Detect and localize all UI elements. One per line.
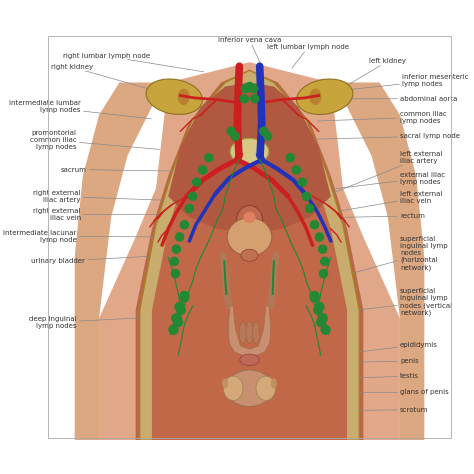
Ellipse shape	[252, 321, 260, 344]
Circle shape	[310, 292, 319, 301]
Polygon shape	[99, 62, 400, 440]
Polygon shape	[140, 70, 359, 440]
Text: urinary bladder: urinary bladder	[31, 254, 200, 264]
Circle shape	[170, 257, 178, 265]
Text: epididymis: epididymis	[301, 342, 438, 359]
Circle shape	[172, 245, 181, 253]
Circle shape	[315, 302, 324, 311]
Ellipse shape	[241, 249, 258, 261]
Polygon shape	[228, 306, 271, 356]
Text: sacrum: sacrum	[61, 166, 230, 173]
Text: superficial
inguinal lymp
nodes (vertical
network): superficial inguinal lymp nodes (vertica…	[323, 288, 452, 316]
Circle shape	[175, 302, 184, 311]
Circle shape	[319, 270, 328, 278]
Circle shape	[240, 95, 248, 103]
Text: superficial
inguinal lymp
nodes
(horizontal
network): superficial inguinal lymp nodes (horizon…	[325, 236, 447, 281]
Ellipse shape	[146, 79, 202, 114]
Ellipse shape	[271, 378, 277, 389]
Text: left external
iliac artery: left external iliac artery	[317, 151, 442, 200]
Ellipse shape	[309, 89, 321, 105]
Circle shape	[249, 84, 258, 92]
Circle shape	[199, 166, 207, 174]
Text: scrotum: scrotum	[283, 407, 428, 413]
Text: right external
iliac artery: right external iliac artery	[33, 190, 167, 203]
Ellipse shape	[223, 376, 243, 401]
Circle shape	[315, 233, 323, 241]
Circle shape	[172, 314, 181, 323]
Circle shape	[241, 84, 249, 92]
Text: right external
iliac vein: right external iliac vein	[33, 208, 173, 221]
Ellipse shape	[236, 206, 263, 236]
Polygon shape	[75, 82, 164, 440]
Circle shape	[318, 314, 327, 323]
Polygon shape	[168, 82, 331, 233]
Ellipse shape	[240, 354, 259, 365]
Circle shape	[227, 127, 235, 136]
Text: intermediate lacunar
lymp node: intermediate lacunar lymp node	[3, 230, 167, 243]
Ellipse shape	[226, 370, 273, 407]
Ellipse shape	[246, 321, 253, 344]
Circle shape	[174, 319, 182, 327]
Ellipse shape	[222, 378, 228, 389]
Text: abdominal aorta: abdominal aorta	[264, 96, 457, 102]
Ellipse shape	[239, 321, 246, 344]
Circle shape	[181, 294, 189, 302]
Text: glans of penis: glans of penis	[277, 389, 449, 395]
Circle shape	[169, 325, 178, 334]
Polygon shape	[136, 70, 364, 440]
Text: left lumbar lymph node: left lumbar lymph node	[267, 44, 349, 68]
Text: rectum: rectum	[285, 213, 425, 219]
Circle shape	[319, 245, 327, 253]
Circle shape	[172, 270, 180, 278]
Text: testis: testis	[297, 373, 419, 380]
Ellipse shape	[178, 89, 190, 105]
Circle shape	[321, 325, 330, 334]
Polygon shape	[152, 82, 347, 440]
Text: left external
iliac vein: left external iliac vein	[321, 191, 442, 214]
Text: common iliac
lymp nodes: common iliac lymp nodes	[317, 110, 447, 124]
Circle shape	[181, 221, 189, 229]
Circle shape	[310, 294, 319, 302]
Circle shape	[205, 154, 213, 162]
Ellipse shape	[227, 218, 272, 256]
Text: right lumbar lymph node: right lumbar lymph node	[63, 53, 204, 72]
Text: inferior mesenteric
lymp nodes: inferior mesenteric lymp nodes	[342, 74, 469, 91]
Circle shape	[320, 257, 329, 265]
Circle shape	[310, 221, 319, 229]
Circle shape	[185, 204, 193, 213]
Text: intermediate lumbar
lymp nodes: intermediate lumbar lymp nodes	[9, 100, 151, 119]
Circle shape	[246, 82, 254, 91]
Text: promontorial
common iliac
lymp nodes: promontorial common iliac lymp nodes	[30, 130, 159, 150]
Circle shape	[317, 319, 325, 327]
Circle shape	[251, 95, 259, 103]
Text: external iliac
lymp nodes: external iliac lymp nodes	[326, 172, 445, 190]
Circle shape	[298, 178, 306, 186]
Ellipse shape	[256, 376, 275, 401]
Circle shape	[180, 292, 189, 301]
Circle shape	[292, 166, 301, 174]
Text: left kidney: left kidney	[339, 58, 406, 90]
Circle shape	[302, 192, 310, 201]
Ellipse shape	[244, 212, 255, 223]
Circle shape	[314, 306, 322, 314]
Text: inferior vena cava: inferior vena cava	[218, 36, 281, 64]
Circle shape	[177, 306, 185, 314]
Circle shape	[189, 192, 197, 201]
Ellipse shape	[297, 79, 353, 114]
Ellipse shape	[230, 138, 269, 165]
Text: penis: penis	[283, 358, 419, 364]
Circle shape	[306, 204, 314, 213]
Text: sacral lymp node: sacral lymp node	[309, 133, 460, 139]
Circle shape	[192, 178, 201, 186]
Circle shape	[264, 132, 272, 140]
Polygon shape	[335, 82, 424, 440]
Circle shape	[286, 154, 294, 162]
Text: deep inguinal
lymp nodes: deep inguinal lymp nodes	[29, 316, 170, 329]
Circle shape	[175, 233, 183, 241]
Text: right kidney: right kidney	[51, 64, 159, 92]
Circle shape	[260, 127, 268, 136]
Circle shape	[231, 132, 239, 140]
